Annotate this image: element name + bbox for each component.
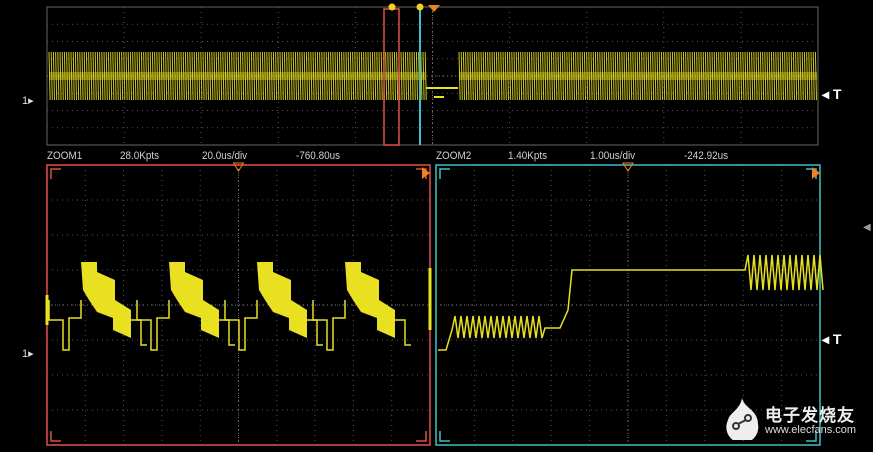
zoom1-trace-baseline: [136, 300, 235, 351]
logo-icon: [726, 398, 759, 440]
zoom1-corner-icon: [416, 431, 427, 442]
zoom1-trace-baseline: [312, 300, 411, 351]
overview-channel1-marker[interactable]: 1▸: [22, 95, 34, 107]
zoom2-trigger-icon: [622, 162, 634, 172]
trigger-label: T: [832, 86, 842, 102]
zoom2-edge-arrow-icon: [812, 167, 820, 179]
zoom1-trace-burst: [345, 262, 395, 338]
zoom1-edge-arrow-icon: [422, 167, 430, 179]
zoom1-timebase: 20.0us/div: [202, 150, 248, 162]
channel-label: 1: [22, 348, 29, 360]
zoom2-timebase: 1.00us/div: [590, 150, 636, 162]
zoom1-points: 28.0Kpts: [120, 150, 160, 162]
zoom1-position: -760.80us: [296, 150, 341, 162]
zoom2-name: ZOOM2: [436, 150, 472, 162]
zoom1-handle-icon: [388, 3, 396, 11]
trigger-label: T: [832, 331, 842, 347]
zoom1-trace-burst: [257, 262, 307, 338]
arrow-left-icon: ◂: [822, 86, 833, 102]
arrow-left-icon: ◂: [822, 331, 833, 347]
zoom2-points: 1.40Kpts: [508, 150, 548, 162]
zoom2-trace: [438, 254, 824, 351]
zoom1-corner-icon: [50, 431, 61, 442]
trigger-position-icon: [428, 5, 440, 12]
zoom2-border: [435, 164, 821, 446]
zoom1-name: ZOOM1: [47, 150, 83, 162]
zoom1-trace-baseline: [224, 300, 323, 351]
watermark-url: www.elecfans.com: [765, 424, 857, 436]
zoom1-trigger-icon: [232, 162, 245, 172]
watermark-text: 电子发烧友: [765, 406, 855, 425]
zoom2-position: -242.92us: [684, 150, 729, 162]
overview-trace: [48, 51, 817, 101]
zoom2-handle-icon: [416, 3, 424, 11]
zoom1-trace-burst: [81, 262, 131, 338]
main-trigger-level-marker[interactable]: ◂ T: [822, 331, 841, 348]
chevron-left-icon[interactable]: ◀: [863, 222, 871, 233]
zoom2-corner-icon: [806, 431, 817, 442]
channel-label: 1: [22, 95, 29, 107]
overview-trigger-level-marker[interactable]: ◂ T: [822, 86, 841, 103]
zoom1-trace-burst: [169, 262, 219, 338]
zoom1-corner-icon: [50, 168, 61, 179]
zoom1-trace-edge: [45, 268, 432, 330]
zoom2-corner-icon: [439, 168, 450, 179]
zoom1-trace-baseline: [48, 300, 147, 351]
zoom2-corner-icon: [439, 431, 450, 442]
main-channel1-marker[interactable]: 1▸: [22, 348, 34, 360]
overview-trace-gap: [426, 87, 458, 98]
